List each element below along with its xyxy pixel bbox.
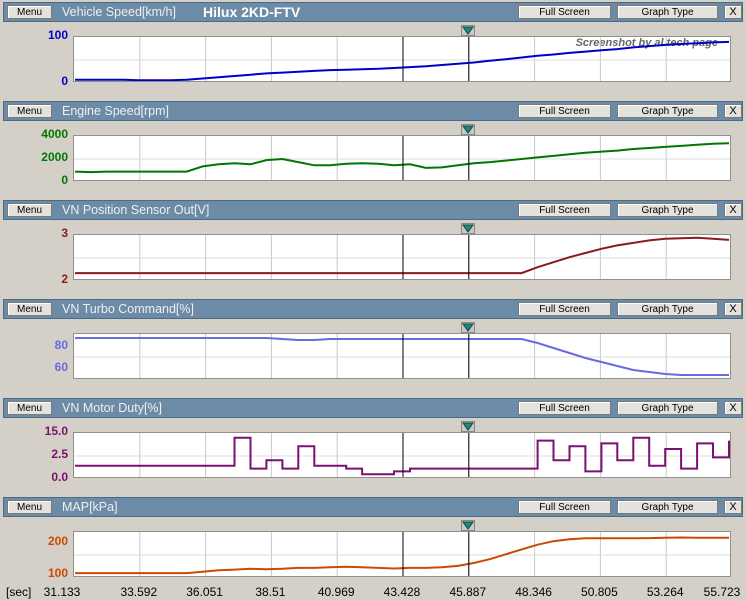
close-button[interactable]: X [724, 401, 742, 415]
close-button[interactable]: X [724, 5, 742, 19]
series-line [75, 40, 730, 81]
full-screen-button[interactable]: Full Screen [518, 203, 611, 217]
series-line [74, 142, 730, 174]
series-line [75, 236, 730, 275]
time-tick-label: 50.805 [581, 585, 618, 599]
plot-area[interactable] [73, 333, 731, 379]
graph-panel: Menu VN Motor Duty[%] Full Screen Graph Typ… [0, 396, 746, 495]
cursor-marker-icon[interactable] [460, 25, 475, 36]
panel-title: VN Motor Duty[%] [62, 401, 163, 415]
y-tick-label: 60 [54, 360, 68, 375]
cursor-marker-icon[interactable] [460, 223, 475, 234]
plot-area[interactable] [73, 432, 731, 478]
panel-header: Menu MAP[kPa] Full Screen Graph Type X [3, 497, 743, 517]
time-axis-unit: [sec] [6, 585, 32, 599]
close-button[interactable]: X [724, 500, 742, 514]
menu-button[interactable]: Menu [7, 302, 52, 316]
cursor-marker-icon[interactable] [460, 124, 475, 135]
full-screen-button[interactable]: Full Screen [518, 500, 611, 514]
plot-svg [74, 37, 730, 81]
graph-type-button[interactable]: Graph Type [617, 401, 718, 415]
graph-panel: Menu MAP[kPa] Full Screen Graph Type X 200 100 [0, 495, 746, 594]
y-tick-label: 200 [47, 534, 68, 549]
y-tick-label: 0.0 [51, 470, 68, 484]
series-line [75, 536, 729, 575]
y-tick-label: 100 [47, 28, 68, 42]
y-tick-label: 0 [61, 74, 68, 88]
plot-svg [74, 334, 730, 378]
time-tick-label: 36.051 [186, 585, 223, 599]
time-tick-label: 45.887 [449, 585, 487, 599]
graph-panel: Menu Vehicle Speed[km/h] Hilux 2KD-FTV Full… [0, 0, 746, 99]
plot-svg [74, 532, 730, 576]
plot-svg [74, 136, 730, 180]
y-tick-label: 2.5 [51, 447, 68, 461]
plot-area[interactable] [73, 234, 731, 280]
graph-type-button[interactable]: Graph Type [617, 500, 718, 514]
full-screen-button[interactable]: Full Screen [518, 401, 611, 415]
menu-button[interactable]: Menu [7, 203, 52, 217]
time-tick-label: 31.133 [43, 585, 81, 599]
graph-panel: Menu Engine Speed[rpm] Full Screen Graph Ty… [0, 99, 746, 198]
cursor-marker-icon[interactable] [460, 322, 475, 333]
menu-button[interactable]: Menu [7, 5, 52, 19]
graph-type-button[interactable]: Graph Type [617, 104, 718, 118]
plot-area[interactable] [73, 135, 731, 181]
menu-button[interactable]: Menu [7, 401, 52, 415]
y-tick-label: 0 [61, 173, 68, 187]
plot-area[interactable]: Screenshot by al tech page [73, 36, 731, 82]
full-screen-button[interactable]: Full Screen [518, 104, 611, 118]
close-button[interactable]: X [724, 203, 742, 217]
cursor-marker-icon[interactable] [460, 520, 475, 531]
y-tick-label: 15.0 [44, 424, 68, 438]
close-button[interactable]: X [724, 104, 742, 118]
plot-area[interactable] [73, 531, 731, 577]
y-tick-label: 2 [61, 272, 68, 286]
full-screen-button[interactable]: Full Screen [518, 5, 611, 19]
y-tick-label: 100 [47, 565, 68, 580]
panel-title: VN Turbo Command[%] [62, 302, 194, 316]
time-tick-label: 48.346 [515, 585, 552, 599]
panel-header: Menu VN Motor Duty[%] Full Screen Graph Typ… [3, 398, 743, 418]
y-tick-label: 2000 [41, 150, 68, 164]
full-screen-button[interactable]: Full Screen [518, 302, 611, 316]
graph-panel: Menu VN Turbo Command[%] Full Screen Graph … [0, 297, 746, 396]
time-tick-label: 40.969 [317, 585, 355, 599]
graph-type-button[interactable]: Graph Type [617, 302, 718, 316]
time-tick-label: 55.723 [703, 585, 741, 599]
graph-type-button[interactable]: Graph Type [617, 203, 718, 217]
panel-title: VN Position Sensor Out[V] [62, 203, 210, 217]
y-tick-label: 4000 [41, 127, 68, 141]
panel-title: Engine Speed[rpm] [62, 104, 170, 118]
time-tick-label: 38.51 [255, 585, 286, 599]
panel-subtitle: Hilux 2KD-FTV [203, 4, 301, 20]
watermark-text: Screenshot by al tech page [575, 37, 718, 49]
panel-header: Menu Engine Speed[rpm] Full Screen Graph Ty… [3, 101, 743, 121]
panel-header: Menu VN Position Sensor Out[V] Full Screen… [3, 200, 743, 220]
menu-button[interactable]: Menu [7, 500, 52, 514]
panel-title: MAP[kPa] [62, 500, 118, 514]
close-button[interactable]: X [724, 302, 742, 316]
time-tick-label: 43.428 [383, 585, 421, 599]
time-tick-label: 53.264 [646, 585, 684, 599]
series-line [75, 436, 730, 476]
panel-title: Vehicle Speed[km/h] [62, 5, 176, 19]
cursor-marker-icon[interactable] [460, 421, 475, 432]
plot-svg [74, 433, 730, 477]
y-tick-label: 3 [61, 226, 68, 240]
series-line [75, 337, 729, 376]
graph-type-button[interactable]: Graph Type [617, 5, 718, 19]
graph-panel: Menu VN Position Sensor Out[V] Full Screen… [0, 198, 746, 297]
time-tick-label: 33.592 [120, 585, 158, 599]
panel-header: Menu Vehicle Speed[km/h] Hilux 2KD-FTV Full… [3, 2, 743, 22]
y-tick-label: 80 [54, 338, 68, 353]
plot-svg [74, 235, 730, 279]
menu-button[interactable]: Menu [7, 104, 52, 118]
panel-header: Menu VN Turbo Command[%] Full Screen Graph … [3, 299, 743, 319]
time-axis: [sec] 31.133 33.592 36.051 38.51 40.969 43.42… [0, 584, 746, 600]
